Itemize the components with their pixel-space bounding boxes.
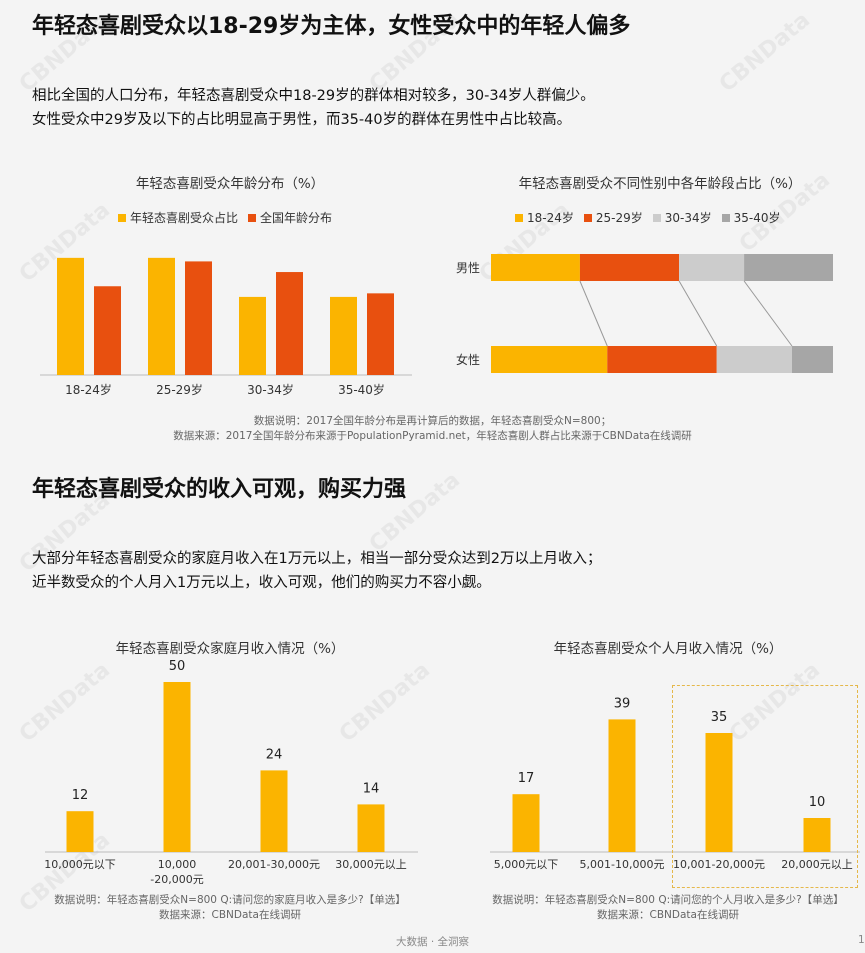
x-tick-label: 5,001-10,000元 [580, 858, 665, 871]
data-label: 39 [614, 696, 631, 711]
chart4-title: 年轻态喜剧受众个人月收入情况（%） [553, 641, 783, 657]
x-tick-label: 30-34岁 [247, 382, 294, 397]
legend-item: 全国年龄分布 [248, 209, 332, 226]
note-data-source: 数据来源：CBNData在线调研 [159, 909, 301, 921]
bar [185, 261, 212, 375]
section1-note: 数据说明：2017全国年龄分布是再计算后的数据，年轻态喜剧受众N=800； 数据… [0, 413, 865, 443]
bar [57, 257, 84, 375]
section1-description: 相比全国的人口分布，年轻态喜剧受众中18-29岁的群体相对较多，30-34岁人群… [32, 84, 595, 132]
x-tick-label: 18-24岁 [65, 382, 112, 397]
x-tick-label: 30,000元以上 [335, 858, 407, 871]
bar-segment [791, 346, 833, 373]
data-label: 10 [809, 795, 826, 810]
legend-swatch [248, 213, 257, 222]
data-label: 17 [518, 771, 535, 786]
x-tick-label: 10,000 [158, 858, 197, 871]
highlight-box [672, 685, 858, 888]
chart3-title: 年轻态喜剧受众家庭月收入情况（%） [115, 641, 345, 657]
footer-tagline: 大数据 · 全洞察 [395, 936, 469, 948]
note-data-description: 数据说明：年轻态喜剧受众N=800 Q:请问您的家庭月收入是多少?【单选】 [54, 894, 406, 906]
bar [608, 719, 636, 852]
legend-item: 30-34岁 [652, 209, 712, 226]
x-tick-label: 10,000元以下 [44, 858, 116, 871]
bar [94, 286, 121, 375]
bar [357, 804, 385, 852]
legend-label: 年轻态喜剧受众占比 [130, 211, 239, 225]
page-number: 1 [858, 934, 865, 946]
legend-label: 35-40岁 [733, 211, 781, 225]
note-data-description: 数据说明：2017全国年龄分布是再计算后的数据，年轻态喜剧受众N=800； [253, 415, 612, 427]
legend-item: 25-29岁 [583, 209, 643, 226]
section2-line2: 近半数受众的个人月入1万元以上，收入可观，他们的购买力不容小觑。 [32, 575, 491, 591]
legend-swatch [118, 213, 126, 222]
bar [512, 794, 540, 852]
chart4-note: 数据说明：年轻态喜剧受众N=800 Q:请问您的个人月收入是多少?【单选】 数据… [468, 892, 865, 922]
x-tick-label: 25-29岁 [156, 382, 203, 397]
legend-swatch [515, 213, 523, 222]
bar-segment [716, 346, 792, 373]
chart2-title: 年轻态喜剧受众不同性别中各年龄段占比（%） [518, 176, 802, 192]
legend-item: 35-40岁 [721, 209, 781, 226]
bar-segment [491, 254, 580, 281]
chart3-note: 数据说明：年轻态喜剧受众N=800 Q:请问您的家庭月收入是多少?【单选】 数据… [30, 892, 430, 922]
bar [705, 733, 733, 852]
legend-swatch [652, 213, 661, 222]
bar [148, 257, 175, 375]
note-data-source: 数据来源：CBNData在线调研 [597, 909, 739, 921]
connector-line [743, 280, 793, 347]
bar [803, 818, 831, 852]
section1-line2: 女性受众中29岁及以下的占比明显高于男性，而35-40岁的群体在男性中占比较高。 [32, 112, 572, 128]
chart1-legend: 年轻态喜剧受众占比 全国年龄分布 [118, 209, 332, 226]
bar [330, 296, 357, 375]
legend-item: 18-24岁 [515, 209, 574, 226]
x-tick-label: 35-40岁 [338, 382, 385, 397]
bar [66, 811, 94, 852]
data-label: 24 [266, 747, 283, 762]
legend-label: 18-24岁 [527, 211, 574, 225]
bar [239, 296, 266, 375]
connector-line [579, 280, 608, 347]
x-tick-label: 20,001-30,000元 [228, 858, 320, 871]
legend-label: 25-29岁 [595, 211, 643, 225]
bar-segment [679, 254, 745, 281]
data-label: 12 [72, 788, 89, 803]
legend-swatch [721, 213, 730, 222]
legend-swatch [583, 213, 592, 222]
section1-line1: 相比全国的人口分布，年轻态喜剧受众中18-29岁的群体相对较多，30-34岁人群… [32, 88, 595, 104]
x-tick-label: -20,000元 [150, 873, 203, 886]
chart1-title: 年轻态喜剧受众年龄分布（%） [135, 176, 325, 192]
legend-item: 年轻态喜剧受众占比 [118, 209, 238, 226]
bar [367, 293, 394, 375]
data-label: 35 [711, 710, 728, 725]
connector-line [678, 280, 718, 347]
bar [163, 682, 191, 852]
section1-heading: 年轻态喜剧受众以18-29岁为主体，女性受众中的年轻人偏多 [32, 14, 631, 39]
bar [276, 272, 303, 375]
y-tick-label: 男性 [456, 261, 480, 275]
note-data-description: 数据说明：年轻态喜剧受众N=800 Q:请问您的个人月收入是多少?【单选】 [492, 894, 844, 906]
data-label: 14 [363, 781, 380, 796]
x-tick-label: 5,000元以下 [494, 858, 559, 871]
section2-heading: 年轻态喜剧受众的收入可观，购买力强 [32, 477, 407, 502]
x-tick-label: 10,001-20,000元 [673, 858, 765, 871]
x-tick-label: 20,000元以上 [781, 858, 853, 871]
note-data-source: 数据来源：2017全国年龄分布来源于PopulationPyramid.net，… [173, 430, 692, 442]
bar-segment [744, 254, 833, 281]
legend-label: 30-34岁 [664, 211, 712, 225]
bar-segment [579, 254, 680, 281]
bar [260, 770, 288, 852]
data-label: 50 [169, 659, 186, 674]
bar-segment [607, 346, 717, 373]
legend-label: 全国年龄分布 [260, 211, 333, 225]
bar-segment [491, 346, 608, 373]
section2-line1: 大部分年轻态喜剧受众的家庭月收入在1万元以上，相当一部分受众达到2万以上月收入； [32, 551, 602, 567]
section2-description: 大部分年轻态喜剧受众的家庭月收入在1万元以上，相当一部分受众达到2万以上月收入；… [32, 547, 601, 595]
chart2-legend: 18-24岁 25-29岁 30-34岁 35-40岁 [515, 209, 781, 226]
y-tick-label: 女性 [456, 352, 480, 367]
